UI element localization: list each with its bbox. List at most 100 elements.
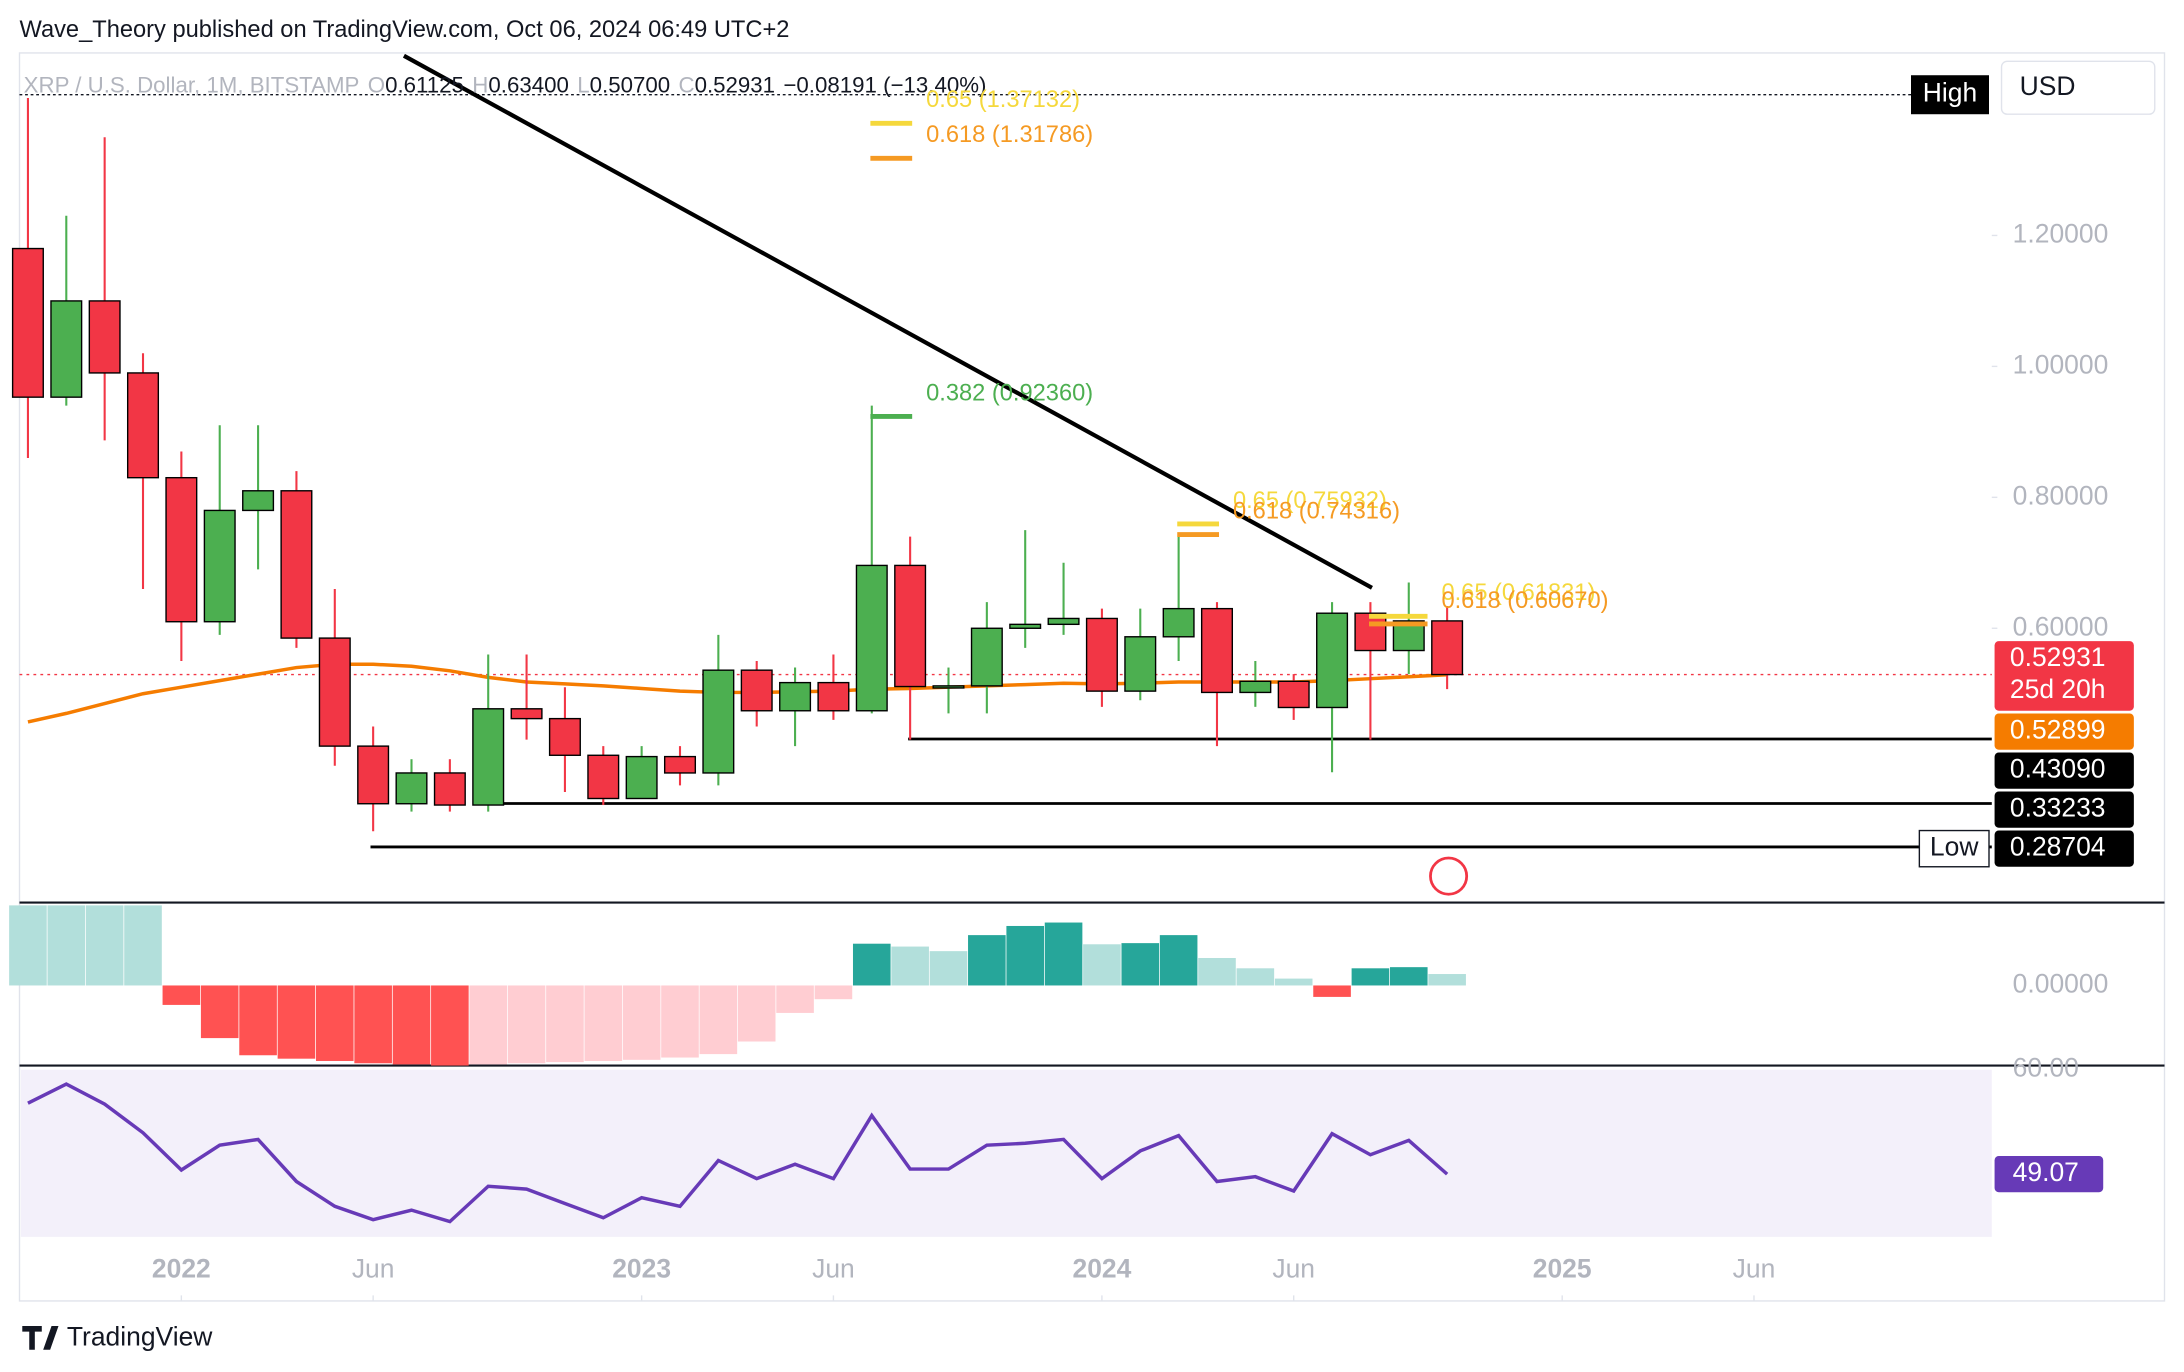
legend-key: C xyxy=(678,72,694,97)
x-tick-label: Jun xyxy=(1733,1253,1776,1283)
macd-bar xyxy=(1236,968,1275,986)
macd-bar xyxy=(354,985,392,1064)
candle-body xyxy=(702,669,735,774)
legend-value: 0.61125 xyxy=(385,72,464,97)
macd-bar xyxy=(1198,958,1236,986)
legend-value: 0.52931 xyxy=(695,72,776,97)
price-badge-label: 0.52931 xyxy=(2010,642,2106,672)
macd-bar xyxy=(1159,935,1198,986)
x-tick-label: Jun xyxy=(352,1253,395,1283)
fib-label: 0.65 (1.37132) xyxy=(926,87,1080,113)
candle-body xyxy=(855,564,888,712)
candle-body xyxy=(126,372,160,479)
high-tag: High xyxy=(1923,78,1977,108)
macd-bar xyxy=(1044,922,1083,986)
macd-bar xyxy=(1389,967,1428,986)
macd-bar xyxy=(852,943,891,986)
candle-body xyxy=(625,755,658,800)
candle-body xyxy=(1047,617,1080,626)
macd-bar xyxy=(737,985,776,1042)
header: Wave_Theory published on TradingView.com… xyxy=(19,17,789,43)
y-tick-label: 1.20000 xyxy=(2013,218,2109,248)
candle-body xyxy=(817,681,850,712)
macd-bar xyxy=(929,951,968,986)
trend-line xyxy=(402,53,1373,590)
macd-bar xyxy=(431,985,469,1066)
candle-body xyxy=(50,300,83,398)
fib-label: 0.618 (0.74316) xyxy=(1233,499,1400,525)
currency-box[interactable] xyxy=(2000,60,2156,115)
macd-bar xyxy=(814,985,853,1000)
price-badge-label: 0.28704 xyxy=(2010,832,2106,862)
macd-tick-label: 0.00000 xyxy=(2013,968,2109,998)
x-tick-label: Jun xyxy=(812,1253,855,1283)
macd-bar xyxy=(622,985,661,1060)
macd-bar xyxy=(162,985,201,1005)
logo xyxy=(22,1326,59,1350)
candle-body xyxy=(1009,623,1042,629)
candle-body xyxy=(1200,607,1234,694)
price-badge-label: 0.43090 xyxy=(2010,754,2106,784)
candle-body xyxy=(433,772,466,806)
candle-body xyxy=(779,681,812,712)
macd-bar xyxy=(968,935,1006,986)
price-badge xyxy=(1994,791,2134,828)
candle-body xyxy=(510,708,543,720)
x-tick-label: 2022 xyxy=(152,1253,211,1283)
y-tick-label: 1.00000 xyxy=(2013,349,2109,379)
macd-bar xyxy=(392,985,431,1065)
candle-body xyxy=(970,627,1003,687)
legend-value: 0.63400 xyxy=(488,72,568,97)
macd-bar xyxy=(776,985,814,1013)
macd-bar xyxy=(85,905,124,986)
macd-bar xyxy=(1313,985,1351,997)
legend-key: H xyxy=(472,72,488,97)
fib-label: 0.382 (0.92360) xyxy=(926,380,1093,406)
rsi-badge xyxy=(1994,1156,2104,1193)
macd-bar xyxy=(47,905,86,986)
tag-label: Low xyxy=(1930,832,1979,862)
macd-bar xyxy=(891,946,929,986)
macd-bar xyxy=(124,905,162,986)
price-badge-sub: 25d 20h xyxy=(2010,674,2106,704)
candle-body xyxy=(1316,612,1349,709)
price-badge-label: 0.52899 xyxy=(2010,715,2106,745)
event-icon[interactable] xyxy=(1429,856,1469,896)
legend-change: −0.08191 (−13.40%) xyxy=(783,72,986,97)
candle-body xyxy=(357,745,390,805)
legend-key: O xyxy=(368,72,385,97)
macd-bar xyxy=(200,985,239,1039)
legend-value: 0.50700 xyxy=(590,72,670,97)
candle-body xyxy=(932,685,965,689)
y-tick-label: 0.80000 xyxy=(2013,480,2109,510)
price-badge xyxy=(1994,641,2134,711)
y-tick-label: 0.60000 xyxy=(2013,611,2109,641)
fib-label: 0.65 (0.75932) xyxy=(1233,488,1387,514)
rsi-badge-label: 49.07 xyxy=(2013,1157,2079,1187)
macd-bar xyxy=(277,985,316,1059)
candle-body xyxy=(318,637,351,747)
candle-body xyxy=(1162,607,1195,638)
rsi-line xyxy=(27,1082,1449,1224)
macd-bar xyxy=(1006,925,1045,986)
tag-box xyxy=(1918,829,1990,868)
candle-body xyxy=(280,490,313,639)
candle-body xyxy=(587,754,620,800)
price-badge xyxy=(1994,713,2134,750)
currency[interactable]: USD xyxy=(2020,71,2076,101)
fib-label: 0.618 (0.60670) xyxy=(1441,588,1608,614)
candle-body xyxy=(472,708,505,806)
price-badge xyxy=(1994,830,2134,867)
candle-body xyxy=(1277,680,1310,709)
candle-body xyxy=(1124,636,1157,692)
macd-bar xyxy=(1121,943,1160,986)
macd-bar xyxy=(1083,944,1121,986)
legend-title: XRP / U.S. Dollar, 1M, BITSTAMP xyxy=(24,72,360,97)
candle-body xyxy=(88,300,121,374)
legend-key: L xyxy=(577,72,589,97)
macd-bar xyxy=(1351,968,1390,986)
macd-bar xyxy=(699,985,738,1055)
x-tick-label: 2024 xyxy=(1072,1253,1131,1283)
